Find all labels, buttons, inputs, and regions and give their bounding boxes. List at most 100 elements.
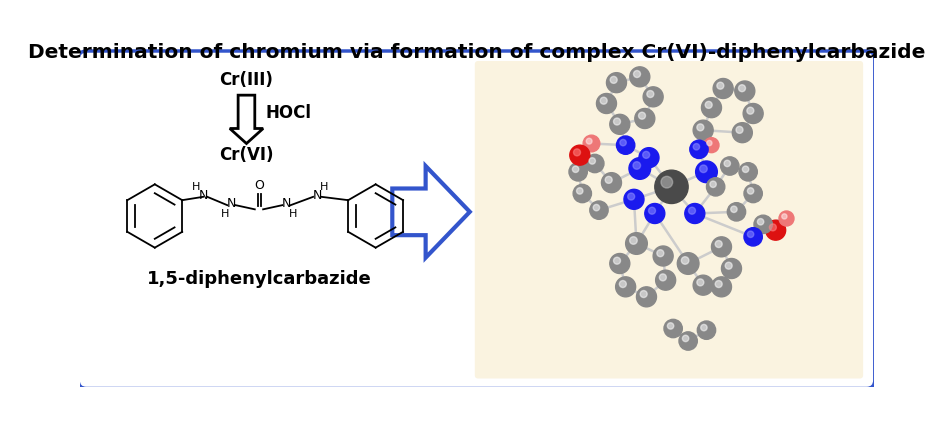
Text: Determination of chromium via formation of complex Cr(VI)-diphenylcarbazide: Determination of chromium via formation …	[28, 43, 924, 62]
Circle shape	[701, 97, 721, 118]
Circle shape	[656, 250, 664, 257]
Circle shape	[619, 281, 625, 287]
Text: H: H	[320, 182, 327, 192]
Circle shape	[743, 103, 763, 124]
Circle shape	[692, 275, 712, 295]
Circle shape	[744, 227, 762, 246]
Text: H: H	[220, 208, 228, 219]
Circle shape	[687, 207, 695, 214]
Circle shape	[609, 114, 629, 134]
Circle shape	[778, 211, 793, 226]
Circle shape	[616, 136, 634, 154]
Circle shape	[638, 148, 658, 168]
Text: H: H	[192, 182, 201, 192]
Circle shape	[661, 176, 672, 188]
Circle shape	[600, 97, 606, 104]
Circle shape	[605, 176, 611, 184]
Circle shape	[613, 257, 620, 264]
Circle shape	[619, 139, 625, 146]
Text: Cr(III): Cr(III)	[219, 71, 273, 89]
Circle shape	[655, 270, 675, 290]
Circle shape	[696, 124, 704, 131]
Circle shape	[746, 107, 753, 114]
Circle shape	[609, 254, 629, 273]
Circle shape	[704, 101, 711, 108]
Circle shape	[573, 149, 580, 156]
Circle shape	[724, 262, 731, 269]
Polygon shape	[229, 95, 263, 143]
Circle shape	[652, 246, 672, 266]
Circle shape	[596, 94, 616, 114]
Text: N: N	[227, 197, 236, 210]
Circle shape	[731, 123, 751, 143]
Circle shape	[613, 118, 620, 125]
Circle shape	[659, 274, 665, 281]
Circle shape	[576, 188, 583, 194]
Circle shape	[738, 162, 757, 181]
Circle shape	[714, 241, 722, 248]
Circle shape	[734, 81, 754, 101]
Circle shape	[615, 277, 635, 297]
Circle shape	[720, 157, 738, 175]
Text: N: N	[312, 189, 322, 202]
Circle shape	[721, 259, 741, 279]
Circle shape	[689, 140, 707, 159]
Circle shape	[697, 321, 715, 339]
Circle shape	[647, 207, 655, 214]
Circle shape	[781, 214, 786, 219]
Circle shape	[632, 162, 640, 169]
Circle shape	[642, 151, 649, 158]
Circle shape	[730, 206, 736, 212]
Circle shape	[638, 112, 645, 119]
Circle shape	[601, 173, 621, 193]
Circle shape	[724, 160, 729, 167]
Circle shape	[643, 87, 663, 107]
Circle shape	[624, 189, 644, 209]
Circle shape	[757, 219, 763, 225]
Circle shape	[677, 253, 698, 274]
Circle shape	[585, 138, 591, 144]
Circle shape	[640, 290, 646, 298]
Circle shape	[572, 166, 578, 173]
Circle shape	[704, 138, 718, 153]
Circle shape	[588, 158, 595, 164]
Circle shape	[753, 215, 771, 233]
Circle shape	[735, 126, 743, 133]
Circle shape	[716, 82, 724, 89]
Circle shape	[645, 203, 664, 224]
Circle shape	[585, 154, 604, 173]
Circle shape	[583, 135, 599, 152]
Circle shape	[695, 161, 717, 183]
Circle shape	[746, 231, 753, 238]
Text: N: N	[198, 189, 208, 202]
Circle shape	[569, 145, 589, 165]
Circle shape	[646, 91, 653, 97]
Circle shape	[738, 85, 744, 92]
Circle shape	[654, 170, 687, 203]
Circle shape	[692, 120, 712, 140]
Circle shape	[605, 73, 625, 93]
Circle shape	[633, 70, 640, 78]
Text: H: H	[288, 208, 297, 219]
Circle shape	[568, 162, 586, 181]
Circle shape	[628, 158, 650, 179]
FancyBboxPatch shape	[474, 61, 863, 379]
Text: N: N	[282, 197, 291, 210]
Circle shape	[696, 279, 704, 286]
Circle shape	[742, 166, 748, 173]
Circle shape	[678, 332, 697, 350]
Circle shape	[700, 325, 706, 331]
Circle shape	[711, 277, 731, 297]
Circle shape	[636, 287, 656, 307]
Circle shape	[764, 220, 784, 240]
Circle shape	[681, 257, 688, 264]
Circle shape	[711, 237, 731, 257]
Text: O: O	[254, 179, 264, 192]
Circle shape	[768, 224, 776, 231]
Circle shape	[684, 203, 704, 224]
Circle shape	[589, 201, 607, 219]
Circle shape	[712, 78, 732, 98]
Circle shape	[629, 237, 637, 244]
Circle shape	[705, 178, 724, 196]
Circle shape	[692, 143, 699, 150]
